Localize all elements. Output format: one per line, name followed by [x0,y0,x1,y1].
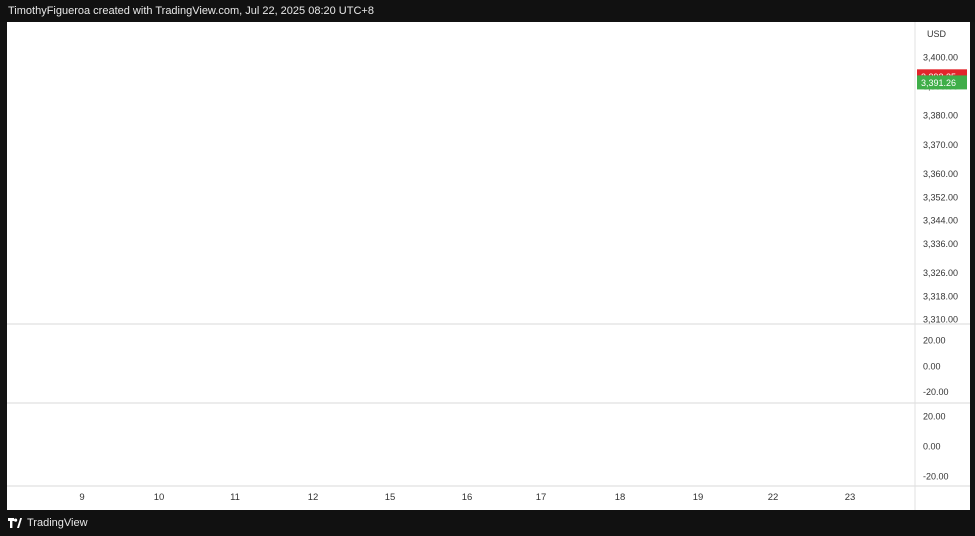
tradingview-logo-icon [8,518,22,528]
x-tick-label: 23 [845,492,856,503]
tradingview-logo[interactable]: TradingView [8,510,88,536]
attribution-text: TimothyFigueroa created with TradingView… [8,5,374,17]
axes: 3,400.003,390.003,380.003,370.003,360.00… [7,22,970,510]
y-tick-label: 0.00 [923,442,941,452]
x-tick-label: 18 [615,492,626,503]
currency-label: USD [927,29,947,39]
y-tick-label: 3,400.00 [923,52,958,62]
x-tick-label: 11 [230,492,240,503]
y-tick-label: 20.00 [923,335,946,345]
y-tick-label: 0.00 [923,361,941,371]
x-tick-label: 15 [385,492,396,503]
x-tick-label: 19 [693,492,704,503]
y-tick-label: -20.00 [923,472,949,482]
attribution-bar: TimothyFigueroa created with TradingView… [0,0,975,22]
y-tick-label: 3,344.00 [923,216,958,226]
y-tick-label: 3,360.00 [923,169,958,179]
x-tick-label: 17 [536,492,547,503]
price-tag-label: 3,391.26 [921,78,956,88]
chart-area: Gold Spot / U.S. Dollar . 1h 3,400.003,3… [6,22,970,510]
y-tick-label: -20.00 [923,387,949,397]
y-tick-label: 3,380.00 [923,111,958,121]
y-tick-label: 3,326.00 [923,268,958,278]
x-tick-label: 12 [308,492,319,503]
x-tick-label: 10 [154,492,165,503]
y-tick-label: 3,370.00 [923,140,958,150]
price-chart-svg[interactable]: Gold Spot / U.S. Dollar . 1h 3,400.003,3… [6,22,970,510]
footer-bar: TradingView [0,510,975,536]
x-tick-label: 9 [79,492,84,503]
y-tick-label: 20.00 [923,412,946,422]
x-tick-label: 22 [768,492,779,503]
price-tag-box [917,75,967,90]
y-tick-label: 3,318.00 [923,291,958,301]
y-tick-label: 3,336.00 [923,239,958,249]
y-tick-label: 3,310.00 [923,315,958,325]
x-tick-label: 16 [462,492,473,503]
tradingview-brand-text: TradingView [27,517,88,529]
chart-background [7,22,970,510]
y-tick-label: 3,352.00 [923,192,958,202]
